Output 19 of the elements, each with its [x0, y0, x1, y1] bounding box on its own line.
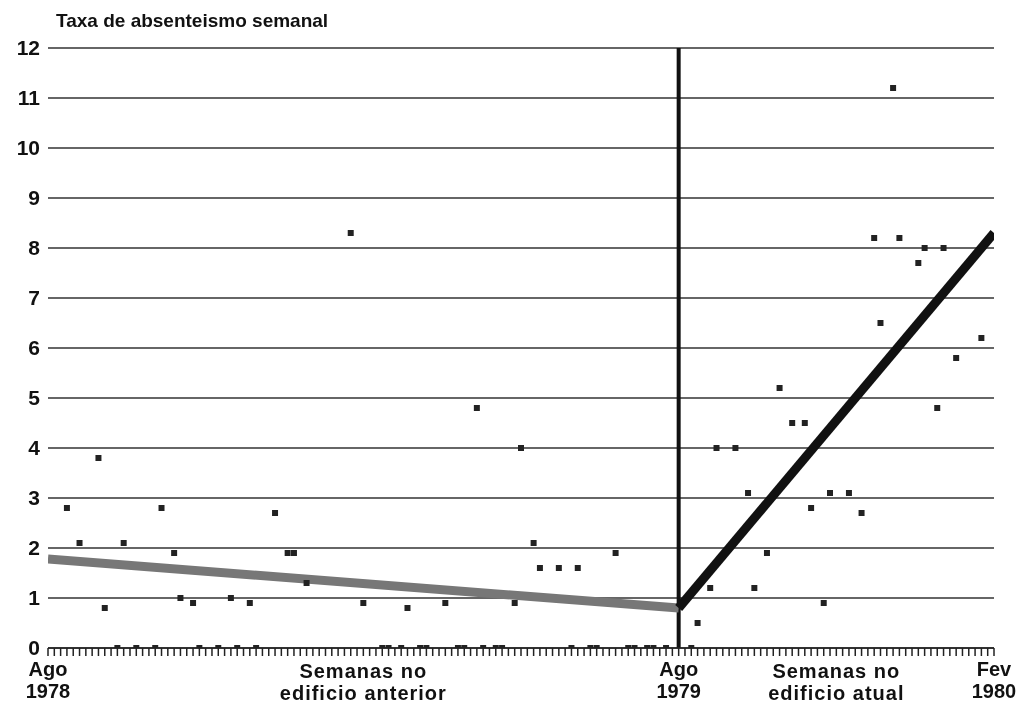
x-tick-label: Ago 1978	[25, 658, 71, 702]
y-tick-label: 10	[16, 136, 40, 160]
x-tick-label: Ago 1979	[656, 658, 701, 702]
y-tick-label: 2	[28, 536, 40, 560]
y-tick-label: 11	[17, 86, 41, 110]
y-axis-title: Taxa de absenteismo semanal	[56, 10, 329, 32]
text: Semanas no edificio atual	[768, 660, 905, 704]
y-tick-label: 1	[28, 586, 41, 610]
y-tick-label: 7	[28, 286, 40, 310]
x-tick-label: Fev 1980	[971, 658, 1017, 702]
y-tick-label: 3	[28, 486, 40, 510]
y-tick-label: 4	[28, 436, 41, 460]
y-tick-label: 0	[28, 636, 40, 660]
y-tick-label: 9	[28, 186, 40, 210]
y-tick-label: 6	[28, 336, 40, 360]
y-tick-label: 12	[16, 36, 40, 60]
y-tick-label: 5	[28, 386, 41, 410]
text: Semanas no edificio anterior	[278, 660, 448, 704]
y-tick-label: 8	[28, 236, 41, 260]
